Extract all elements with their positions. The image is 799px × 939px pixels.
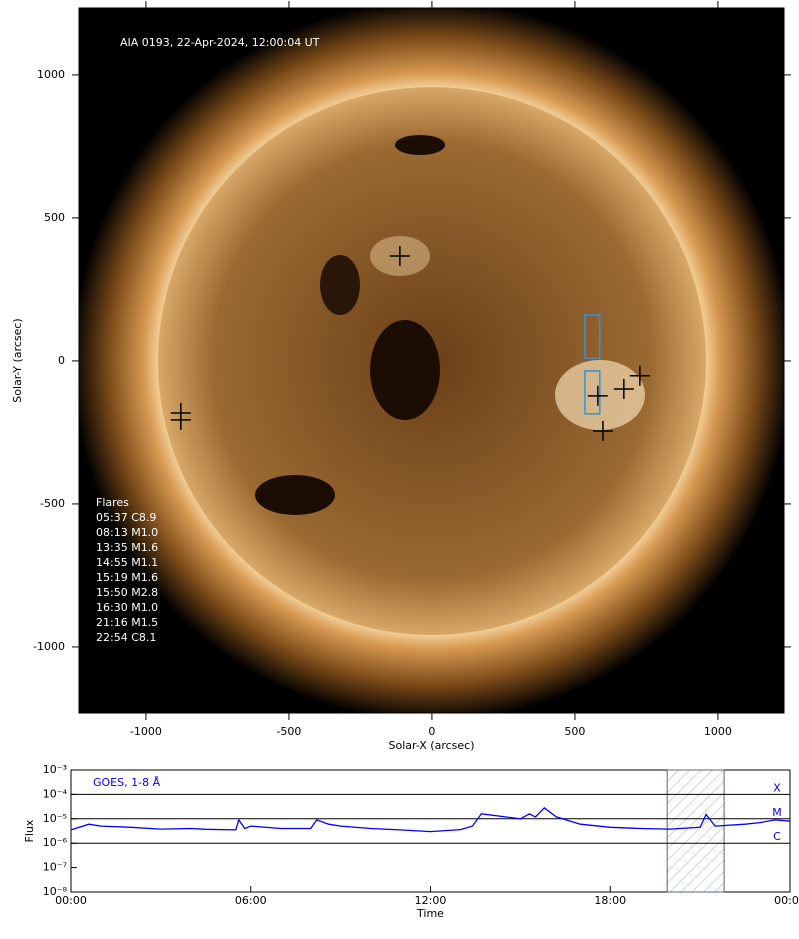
x-axis-label: Solar-X (arcsec): [389, 739, 475, 752]
region-box: [584, 314, 601, 359]
y-tick-label: -1000: [33, 640, 65, 653]
y-tick-label: 10⁻⁸: [43, 885, 68, 898]
flare-marker: [592, 421, 613, 441]
x-tick-label: -500: [276, 725, 301, 738]
flare-entry: 21:16 M1.5: [96, 616, 158, 629]
x-axis-label: Time: [416, 907, 444, 920]
flare-marker: [613, 378, 634, 399]
y-tick-label: 10⁻⁶: [43, 836, 68, 849]
y-tick-label: 10⁻⁷: [43, 861, 67, 874]
y-axis-label: Flux: [23, 819, 36, 842]
x-tick-label: -1000: [130, 725, 162, 738]
flare-entry: 14:55 M1.1: [96, 556, 158, 569]
flare-entry: 15:19 M1.6: [96, 571, 158, 584]
highlight-region: [666, 769, 725, 893]
flare-marker: [587, 385, 608, 406]
flare-marker: [389, 245, 410, 266]
y-tick-label: 1000: [37, 68, 65, 81]
x-tick-label: 500: [564, 725, 585, 738]
flare-marker: [629, 365, 650, 386]
x-tick-label: 12:00: [415, 894, 447, 907]
y-tick-label: 500: [44, 211, 65, 224]
coronal-hole: [370, 320, 440, 420]
class-label: C: [773, 830, 781, 843]
y-tick-label: -500: [40, 497, 65, 510]
flare-entry: 15:50 M2.8: [96, 586, 158, 599]
sun-image: [79, 8, 784, 713]
y-axis-label: Solar-Y (arcsec): [11, 318, 24, 402]
x-tick-label: 18:00: [594, 894, 626, 907]
y-tick-label: 10⁻⁴: [43, 787, 68, 800]
flare-entry: 22:54 C8.1: [96, 631, 156, 644]
class-label: M: [772, 806, 782, 819]
image-title: AIA 0193, 22-Apr-2024, 12:00:04 UT: [120, 36, 320, 49]
flare-marker: [170, 409, 191, 430]
class-label: X: [773, 781, 781, 794]
y-tick-label: 0: [58, 354, 65, 367]
x-tick-label: 1000: [704, 725, 732, 738]
coronal-hole: [395, 135, 445, 155]
y-tick-label: 10⁻⁵: [43, 812, 67, 825]
x-tick-label: 00:00: [774, 894, 799, 907]
coronal-hole: [255, 475, 335, 515]
x-tick-label: 00:00: [55, 894, 87, 907]
region-box: [584, 370, 601, 415]
flares-title: Flares: [96, 496, 129, 509]
flare-entry: 16:30 M1.0: [96, 601, 158, 614]
flare-entry: 08:13 M1.0: [96, 526, 158, 539]
y-tick-label: 10⁻³: [43, 763, 67, 776]
flare-entry: 05:37 C8.9: [96, 511, 156, 524]
x-tick-label: 0: [428, 725, 435, 738]
flux-line: [70, 807, 791, 833]
flare-entry: 13:35 M1.6: [96, 541, 158, 554]
x-tick-label: 06:00: [235, 894, 267, 907]
legend-label: GOES, 1-8 Å: [93, 776, 161, 789]
coronal-hole: [320, 255, 360, 315]
